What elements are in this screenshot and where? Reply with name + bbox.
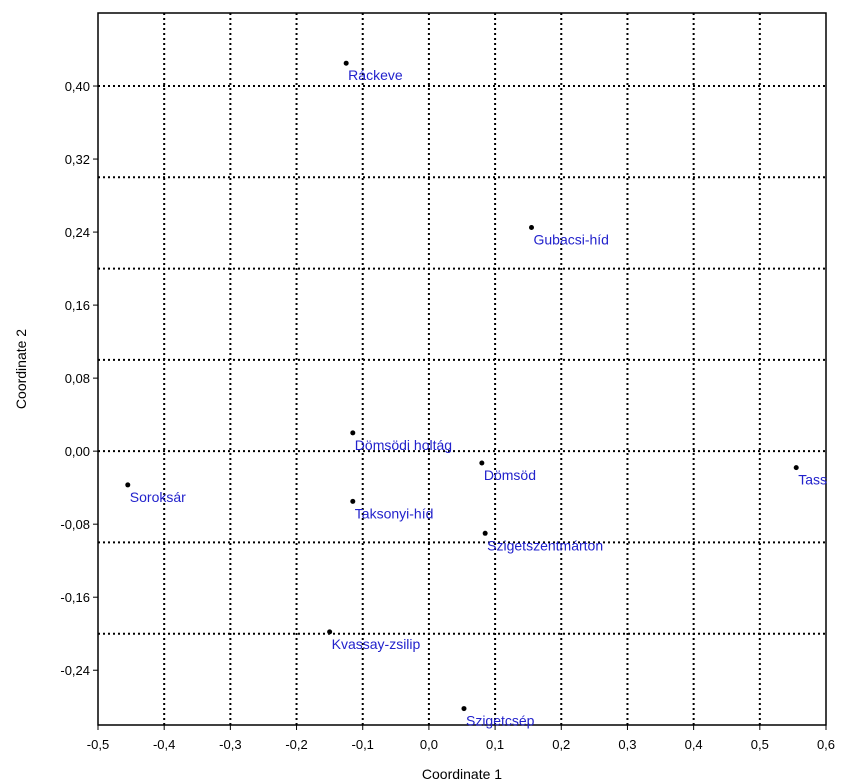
x-tick-label: -0,4 bbox=[153, 737, 175, 752]
data-point bbox=[461, 706, 467, 712]
data-point bbox=[793, 465, 799, 471]
data-point bbox=[125, 482, 131, 488]
x-tick-label: 0,4 bbox=[685, 737, 703, 752]
x-axis-title: Coordinate 1 bbox=[422, 766, 502, 782]
y-tick-label: 0,32 bbox=[65, 152, 90, 167]
y-tick-label: 0,16 bbox=[65, 298, 90, 313]
axis-ticks: -0,5 -0,4 -0,3 -0,2 -0,1 0,0 0,1 0,2 0,3 0,4 0,5 0,… bbox=[60, 79, 835, 752]
x-tick-label: 0,1 bbox=[486, 737, 504, 752]
data-point-label: Gubacsi-híd bbox=[533, 232, 608, 248]
data-point-label: Dömsödi holtág bbox=[355, 437, 452, 453]
y-tick-label: -0,08 bbox=[60, 517, 90, 532]
data-point bbox=[343, 60, 349, 66]
data-point-label: Ráckeve bbox=[348, 67, 403, 83]
data-point-label: Soroksár bbox=[130, 489, 186, 505]
data-point-label: Dömsöd bbox=[484, 467, 536, 483]
y-tick-label: 0,40 bbox=[65, 79, 90, 94]
x-tick-label: 0,3 bbox=[618, 737, 636, 752]
y-axis-title: Coordinate 2 bbox=[13, 329, 29, 409]
x-tick-label: 0,5 bbox=[751, 737, 769, 752]
data-point-label: Szigetcsép bbox=[466, 713, 535, 729]
x-tick-label: -0,3 bbox=[219, 737, 241, 752]
data-point bbox=[327, 629, 333, 635]
y-tick-label: -0,24 bbox=[60, 663, 90, 678]
grid-lines bbox=[98, 13, 826, 725]
data-points: Ráckeve Gubacsi-híd Dömsödi holtág Dömsöd Ta… bbox=[125, 60, 827, 729]
x-tick-label: 0,6 bbox=[817, 737, 835, 752]
data-point-label: Kvassay-zsilip bbox=[332, 636, 421, 652]
x-tick-label: -0,2 bbox=[285, 737, 307, 752]
x-tick-label: -0,5 bbox=[87, 737, 109, 752]
data-point-label: Tass bbox=[798, 472, 827, 488]
data-point-label: Szigetszentmárton bbox=[487, 537, 603, 553]
x-tick-label: 0,0 bbox=[420, 737, 438, 752]
data-point bbox=[482, 530, 488, 536]
data-point bbox=[528, 225, 534, 231]
x-tick-label: -0,1 bbox=[352, 737, 374, 752]
data-point bbox=[350, 498, 356, 504]
data-point bbox=[479, 460, 485, 466]
y-tick-label: 0,00 bbox=[65, 444, 90, 459]
data-point bbox=[350, 430, 356, 436]
y-tick-label: -0,16 bbox=[60, 590, 90, 605]
y-tick-label: 0,08 bbox=[65, 371, 90, 386]
data-point-label: Taksonyi-híd bbox=[355, 505, 434, 521]
x-tick-label: 0,2 bbox=[552, 737, 570, 752]
y-tick-label: 0,24 bbox=[65, 225, 90, 240]
plot-frame bbox=[97, 12, 827, 726]
